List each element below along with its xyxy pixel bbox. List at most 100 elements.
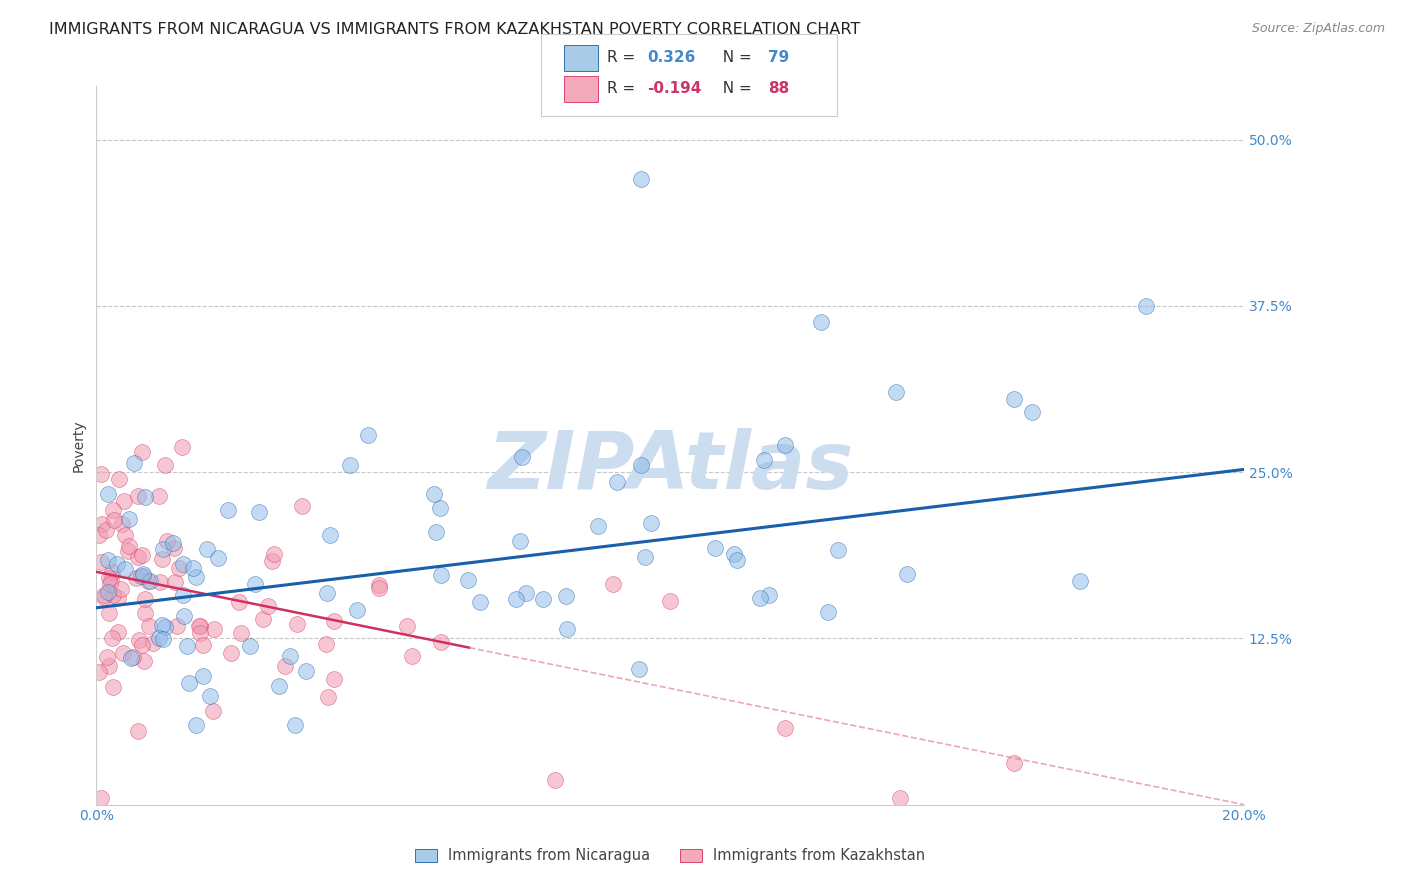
Point <box>172 440 194 454</box>
Point <box>118 539 141 553</box>
Point <box>1135 299 1157 313</box>
Point <box>176 639 198 653</box>
Point <box>243 577 266 591</box>
Point <box>367 582 389 596</box>
Point <box>131 567 153 582</box>
Point <box>188 619 211 633</box>
Point <box>120 650 142 665</box>
Point <box>162 536 184 550</box>
Point <box>173 609 195 624</box>
Point <box>430 567 453 582</box>
Point <box>98 576 121 591</box>
Text: -0.194: -0.194 <box>647 81 702 95</box>
Point <box>94 523 117 537</box>
Point <box>97 553 120 567</box>
Point <box>90 467 112 481</box>
Point <box>285 616 308 631</box>
Point <box>315 637 337 651</box>
Point <box>101 680 124 694</box>
Point <box>101 631 124 645</box>
Point <box>429 501 451 516</box>
Point <box>97 658 120 673</box>
Point <box>291 500 314 514</box>
Point <box>103 503 125 517</box>
Text: 79: 79 <box>768 51 789 65</box>
Point <box>111 516 134 531</box>
Point <box>131 445 153 459</box>
Point <box>628 662 651 676</box>
Point <box>1002 756 1025 770</box>
Text: N =: N = <box>713 81 756 95</box>
Point <box>295 665 318 679</box>
Point <box>97 584 120 599</box>
Point <box>121 649 143 664</box>
Point <box>1002 392 1025 406</box>
Point <box>136 574 159 588</box>
Point <box>131 638 153 652</box>
Point <box>108 472 131 486</box>
Point <box>127 489 149 503</box>
Point <box>148 631 170 645</box>
Point <box>249 505 271 519</box>
Point <box>90 517 112 532</box>
Point <box>134 592 156 607</box>
Point <box>1069 574 1091 588</box>
Point <box>339 458 361 473</box>
Point <box>228 595 250 609</box>
Point <box>544 772 567 787</box>
Point <box>284 718 307 732</box>
Point <box>219 647 242 661</box>
Point <box>323 614 346 628</box>
Point <box>252 612 274 626</box>
Point <box>606 475 628 489</box>
Point <box>142 636 165 650</box>
Text: ZIPAtlas: ZIPAtlas <box>486 428 853 506</box>
Point <box>586 518 609 533</box>
Point <box>217 503 239 517</box>
Text: 0.326: 0.326 <box>647 51 695 65</box>
Point <box>319 528 342 542</box>
Point <box>152 632 174 646</box>
Point <box>457 573 479 587</box>
Point <box>89 665 111 679</box>
Point <box>96 650 118 665</box>
Text: N =: N = <box>713 51 756 65</box>
Point <box>827 543 849 558</box>
Point <box>134 490 156 504</box>
Point <box>239 639 262 653</box>
Point <box>139 574 162 588</box>
Point <box>509 533 531 548</box>
Point <box>630 458 652 473</box>
Point <box>93 588 115 602</box>
Point <box>229 626 252 640</box>
Point <box>725 552 748 566</box>
Point <box>100 574 122 588</box>
Point <box>163 541 186 555</box>
Point <box>256 599 278 613</box>
Point <box>1021 405 1043 419</box>
Point <box>191 669 214 683</box>
Point <box>184 570 207 584</box>
Point <box>89 528 111 542</box>
Point <box>90 791 112 805</box>
Point <box>316 690 339 704</box>
Point <box>515 586 537 600</box>
Point <box>181 561 204 575</box>
Point <box>118 512 141 526</box>
Point <box>127 549 149 564</box>
Point <box>166 619 188 633</box>
Point <box>396 619 419 633</box>
Point <box>659 593 682 607</box>
Point <box>773 438 796 452</box>
Point <box>132 654 155 668</box>
Point <box>602 577 624 591</box>
Point <box>262 554 284 568</box>
Point <box>131 548 153 562</box>
Text: R =: R = <box>607 81 641 95</box>
Point <box>188 625 211 640</box>
Point <box>187 619 209 633</box>
Point <box>127 724 149 739</box>
Point <box>817 605 839 619</box>
Point <box>125 571 148 585</box>
Point <box>423 487 446 501</box>
